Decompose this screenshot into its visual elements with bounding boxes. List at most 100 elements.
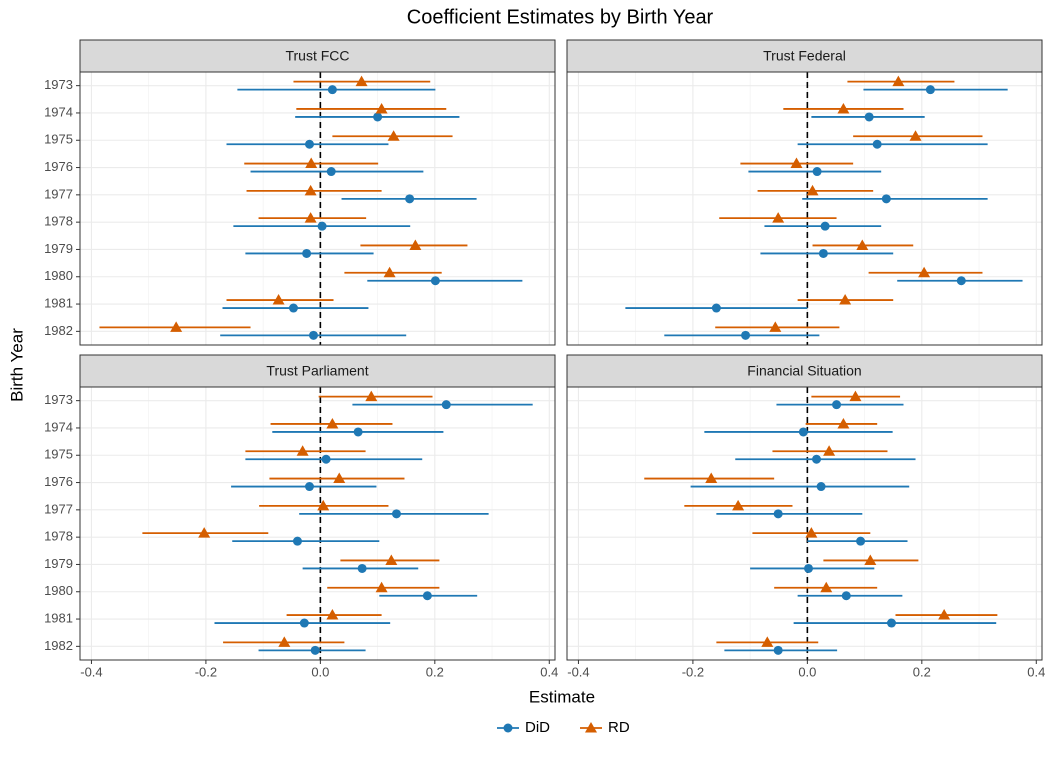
x-tick-label: -0.2 [682,664,704,679]
point-circle [818,248,828,258]
x-tick-label: -0.2 [195,664,217,679]
point-triangle [892,75,905,87]
point-triangle [856,239,869,250]
point-circle [317,221,327,231]
point-triangle [849,390,862,402]
point-triangle [918,266,931,278]
point-triangle [272,294,285,305]
point-circle [864,112,874,122]
y-tick-label: 1974 [44,419,73,434]
strip [566,39,1043,73]
point-triangle [772,212,785,223]
x-tick-label: 0.2 [913,664,931,679]
y-tick-label: 1977 [44,186,73,201]
point-triangle [909,130,922,141]
point-circle [326,167,336,177]
panel-title: Trust Parliament [266,363,368,379]
point-triangle [387,130,400,141]
point-triangle [837,417,850,429]
panel-title: Trust FCC [285,48,349,64]
point-circle [804,563,814,573]
point-circle [299,618,309,628]
point-circle [430,276,440,286]
panel-title: Financial Situation [747,363,861,379]
x-tick-label: 0.4 [540,664,558,679]
point-triangle [820,581,833,593]
point-circle [798,427,808,437]
point-triangle [839,294,852,305]
y-tick-label: 1982 [44,323,73,338]
point-circle [391,509,401,519]
point-circle [812,167,822,177]
y-tick-label: 1981 [44,295,73,310]
point-circle [353,427,363,437]
point-circle [773,509,783,519]
strip [79,354,556,388]
point-circle [741,330,751,340]
y-tick-label: 1979 [44,556,73,571]
point-triangle [837,102,850,114]
point-circle [856,536,866,546]
point-circle [422,591,432,601]
y-tick-label: 1975 [44,132,73,147]
x-tick-label: 0.0 [798,664,816,679]
point-circle [956,276,966,286]
point-triangle [317,499,330,511]
point-triangle [333,472,346,484]
point-triangle [805,527,818,538]
point-triangle [790,157,803,169]
point-triangle [409,239,422,250]
point-circle [872,139,882,149]
point-circle [711,303,721,313]
y-tick-label: 1973 [44,392,73,407]
point-triangle [326,417,339,429]
panel-title: Trust Federal [763,48,846,64]
point-triangle [326,609,339,620]
x-tick-label: 0.4 [1027,664,1045,679]
y-tick-label: 1976 [44,474,73,489]
point-circle [310,645,320,655]
point-circle [373,112,383,122]
panel-frame [79,386,556,661]
point-circle [886,618,896,628]
x-tick-label: -0.4 [567,664,589,679]
point-triangle [304,184,317,196]
point-triangle [305,157,318,169]
point-circle [288,303,298,313]
point-circle [820,221,830,231]
point-circle [816,482,826,492]
point-triangle [375,581,388,593]
point-circle [925,85,935,95]
point-circle [321,454,331,464]
point-triangle [278,636,291,647]
y-tick-label: 1973 [44,77,73,92]
y-tick-label: 1978 [44,529,73,544]
y-tick-label: 1976 [44,159,73,174]
y-tick-label: 1979 [44,241,73,256]
point-triangle [705,472,718,484]
y-tick-label: 1975 [44,447,73,462]
legend-label: RD [608,719,630,736]
point-circle [405,194,415,204]
point-triangle [375,102,388,114]
point-triangle [823,445,836,456]
panel-frame [566,71,1043,346]
point-triangle [864,554,877,565]
point-circle [773,645,783,655]
y-tick-label: 1980 [44,583,73,598]
y-tick-label: 1980 [44,268,73,283]
y-tick-label: 1982 [44,638,73,653]
point-circle [327,85,337,95]
point-circle [304,139,314,149]
point-triangle [365,390,378,402]
point-triangle [806,184,819,196]
point-triangle [304,212,317,223]
chart-title: Coefficient Estimates by Birth Year [407,6,714,28]
point-circle [292,536,302,546]
y-tick-label: 1981 [44,610,73,625]
x-tick-label: 0.0 [311,664,329,679]
point-circle [308,330,318,340]
panel-frame [79,71,556,346]
point-circle [441,400,451,410]
